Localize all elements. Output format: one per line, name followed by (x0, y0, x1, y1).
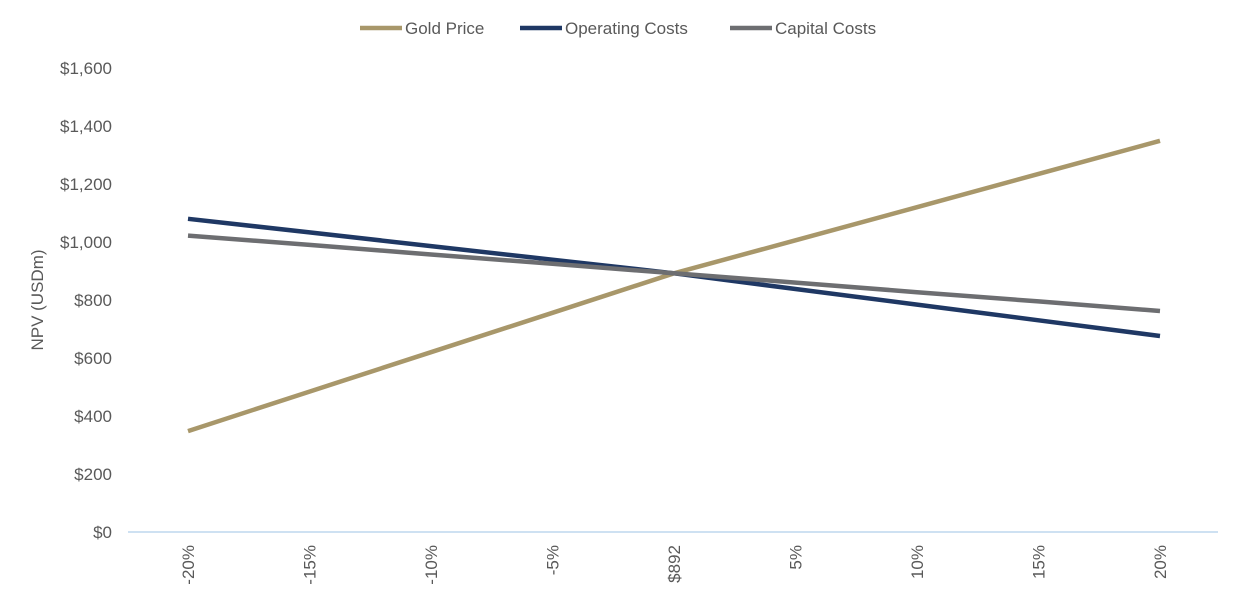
x-tick-label: 20% (1151, 545, 1170, 579)
legend: Gold Price Operating Costs Capital Costs (360, 19, 876, 38)
y-tick-label: $1,000 (60, 233, 112, 252)
y-tick-label: $1,200 (60, 175, 112, 194)
x-tick-label: -5% (544, 545, 563, 575)
x-tick-label: 15% (1030, 545, 1049, 579)
x-tick-label: 5% (787, 545, 806, 570)
y-tick-label: $400 (74, 407, 112, 426)
legend-label: Capital Costs (775, 19, 876, 38)
x-tick-label: $892 (665, 545, 684, 583)
series-line-gold-price (187, 138, 1161, 434)
legend-label: Gold Price (405, 19, 484, 38)
y-tick-label: $600 (74, 349, 112, 368)
y-tick-label: $0 (93, 523, 112, 542)
x-axis: -20% -15% -10% -5% $892 5% 10% 15% 20% (128, 531, 1218, 585)
x-tick-label: -20% (179, 545, 198, 585)
y-tick-label: $200 (74, 465, 112, 484)
y-axis-title: NPV (USDm) (28, 249, 47, 350)
x-tick-label: -10% (422, 545, 441, 585)
series-line-capital-costs (187, 233, 1161, 314)
plot-area (187, 138, 1161, 434)
x-tick-label: 10% (908, 545, 927, 579)
y-tick-label: $1,400 (60, 117, 112, 136)
y-axis: $0 $200 $400 $600 $800 $1,000 $1,200 $1,400 $1,6… (60, 59, 112, 542)
series-line-operating-costs (187, 216, 1161, 339)
y-tick-label: $1,600 (60, 59, 112, 78)
y-tick-label: $800 (74, 291, 112, 310)
legend-label: Operating Costs (565, 19, 688, 38)
x-tick-label: -15% (301, 545, 320, 585)
